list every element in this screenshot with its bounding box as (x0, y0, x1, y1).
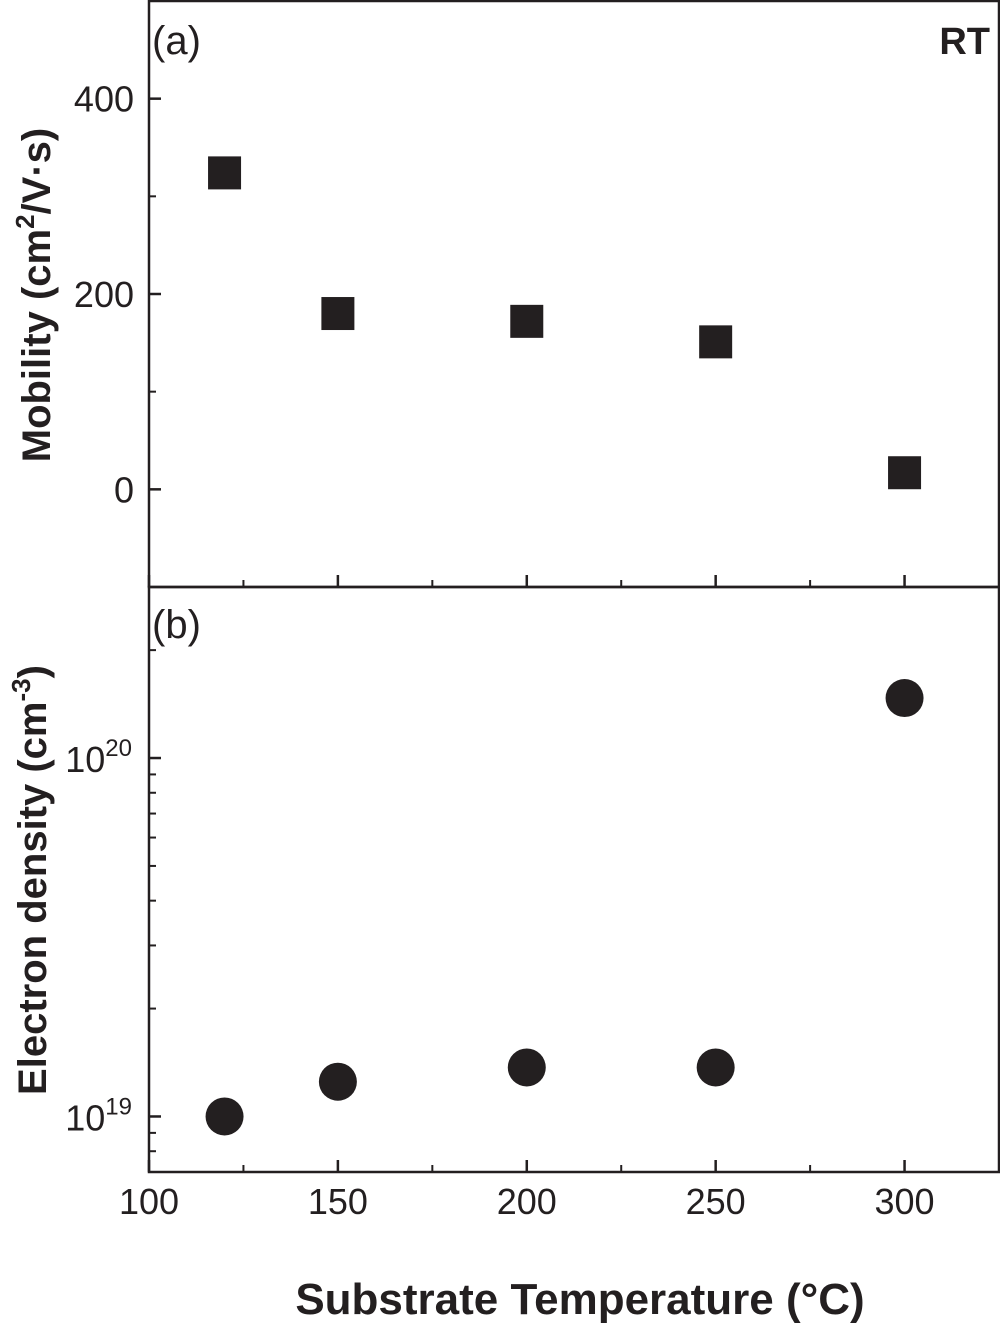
square-marker (321, 297, 355, 331)
y-tick-label: 200 (74, 274, 134, 315)
panel-a-label: (a) (152, 19, 201, 63)
square-marker (888, 456, 922, 490)
circle-marker (318, 1062, 357, 1101)
panel-b-data-markers (205, 679, 924, 1136)
y-tick-label: 400 (74, 79, 134, 120)
circle-marker (696, 1048, 735, 1087)
x-tick-label: 150 (308, 1181, 368, 1222)
x-axis-title: Substrate Temperature (°C) (295, 1275, 864, 1324)
x-tick-label: 250 (686, 1181, 746, 1222)
y-tick-label: 1020 (65, 735, 132, 780)
square-marker (510, 304, 544, 338)
circle-marker (507, 1048, 546, 1087)
panel-a-frame (147, 0, 1000, 589)
circle-marker (205, 1097, 244, 1136)
square-marker (699, 325, 733, 359)
circle-marker (885, 679, 924, 718)
panel-a-y-ticks: 0 200 400 (74, 79, 161, 510)
panel-b-frame (147, 585, 1000, 1174)
square-marker (208, 156, 242, 190)
x-tick-label: 100 (119, 1181, 179, 1222)
panel-b-label: (b) (152, 603, 201, 647)
x-tick-label: 300 (875, 1181, 935, 1222)
y-tick-label: 1019 (65, 1093, 132, 1138)
y-tick-label: 0 (114, 469, 134, 510)
panel-b-y-ticks: 1019 1020 (65, 586, 161, 1173)
panel-a-annotation: RT (939, 21, 990, 63)
panel-b-y-axis-title: Electron density (cm-3) (6, 665, 55, 1095)
panel-a-data-markers (208, 156, 922, 490)
panel-a-y-axis-title: Mobility (cm2/V·s) (10, 128, 59, 463)
x-axis-ticks: 100 150 200 250 300 (119, 575, 935, 1222)
panel-a: (a) RT 0 200 400 Mobility (cm2/V·s) (10, 0, 1000, 589)
panel-b: (b) 1019 1020 Electron density (cm-3) (6, 585, 1000, 1174)
x-tick-label: 200 (497, 1181, 557, 1222)
